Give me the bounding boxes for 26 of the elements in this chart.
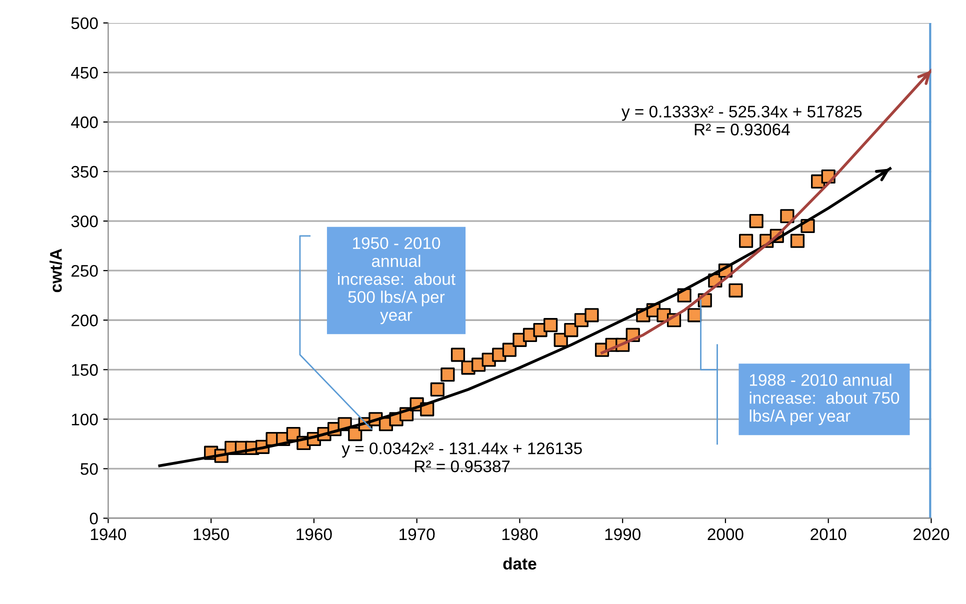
annotation: y = 0.0342x² - 131.44x + 126135 R² = 0.95387 (342, 442, 582, 472)
x-tick-label: 1960 (296, 528, 332, 540)
x-tick-label: 1990 (605, 528, 640, 540)
annotation: 1988 - 2010 annual increase: about 750 lbs/A per year (750, 374, 900, 426)
y-tick-label: 500 (71, 17, 98, 30)
x-tick-label: 2010 (810, 528, 846, 540)
y-tick-label: 200 (72, 314, 98, 326)
y-tick-label: 400 (71, 116, 98, 128)
y-tick-label: 50 (80, 463, 98, 475)
y-tick-label: 0 (90, 512, 98, 524)
x-tick-label: 2000 (708, 528, 744, 540)
y-tick-label: 250 (72, 264, 98, 277)
y-tick-label: 350 (71, 166, 98, 178)
y-tick-label: 100 (72, 414, 98, 426)
x-tick-label: 1950 (194, 528, 229, 540)
x-tick-label: 1980 (502, 528, 538, 540)
x-tick-label: 1970 (400, 528, 435, 540)
y-tick-label: 450 (71, 66, 98, 79)
y-tick-label: 300 (71, 215, 98, 228)
x-axis-title: date (503, 557, 536, 570)
y-tick-label: 150 (72, 364, 98, 376)
annotation: 1950 - 2010 annual increase: about 500 lbs/A per year (338, 237, 456, 324)
x-tick-label: 2020 (914, 528, 950, 540)
annotation: y = 0.1333x² - 525.34x + 517825 R² = 0.93064 (622, 106, 862, 136)
y-axis-title: cwt/A (50, 248, 62, 292)
x-tick-label: 1940 (90, 528, 126, 540)
